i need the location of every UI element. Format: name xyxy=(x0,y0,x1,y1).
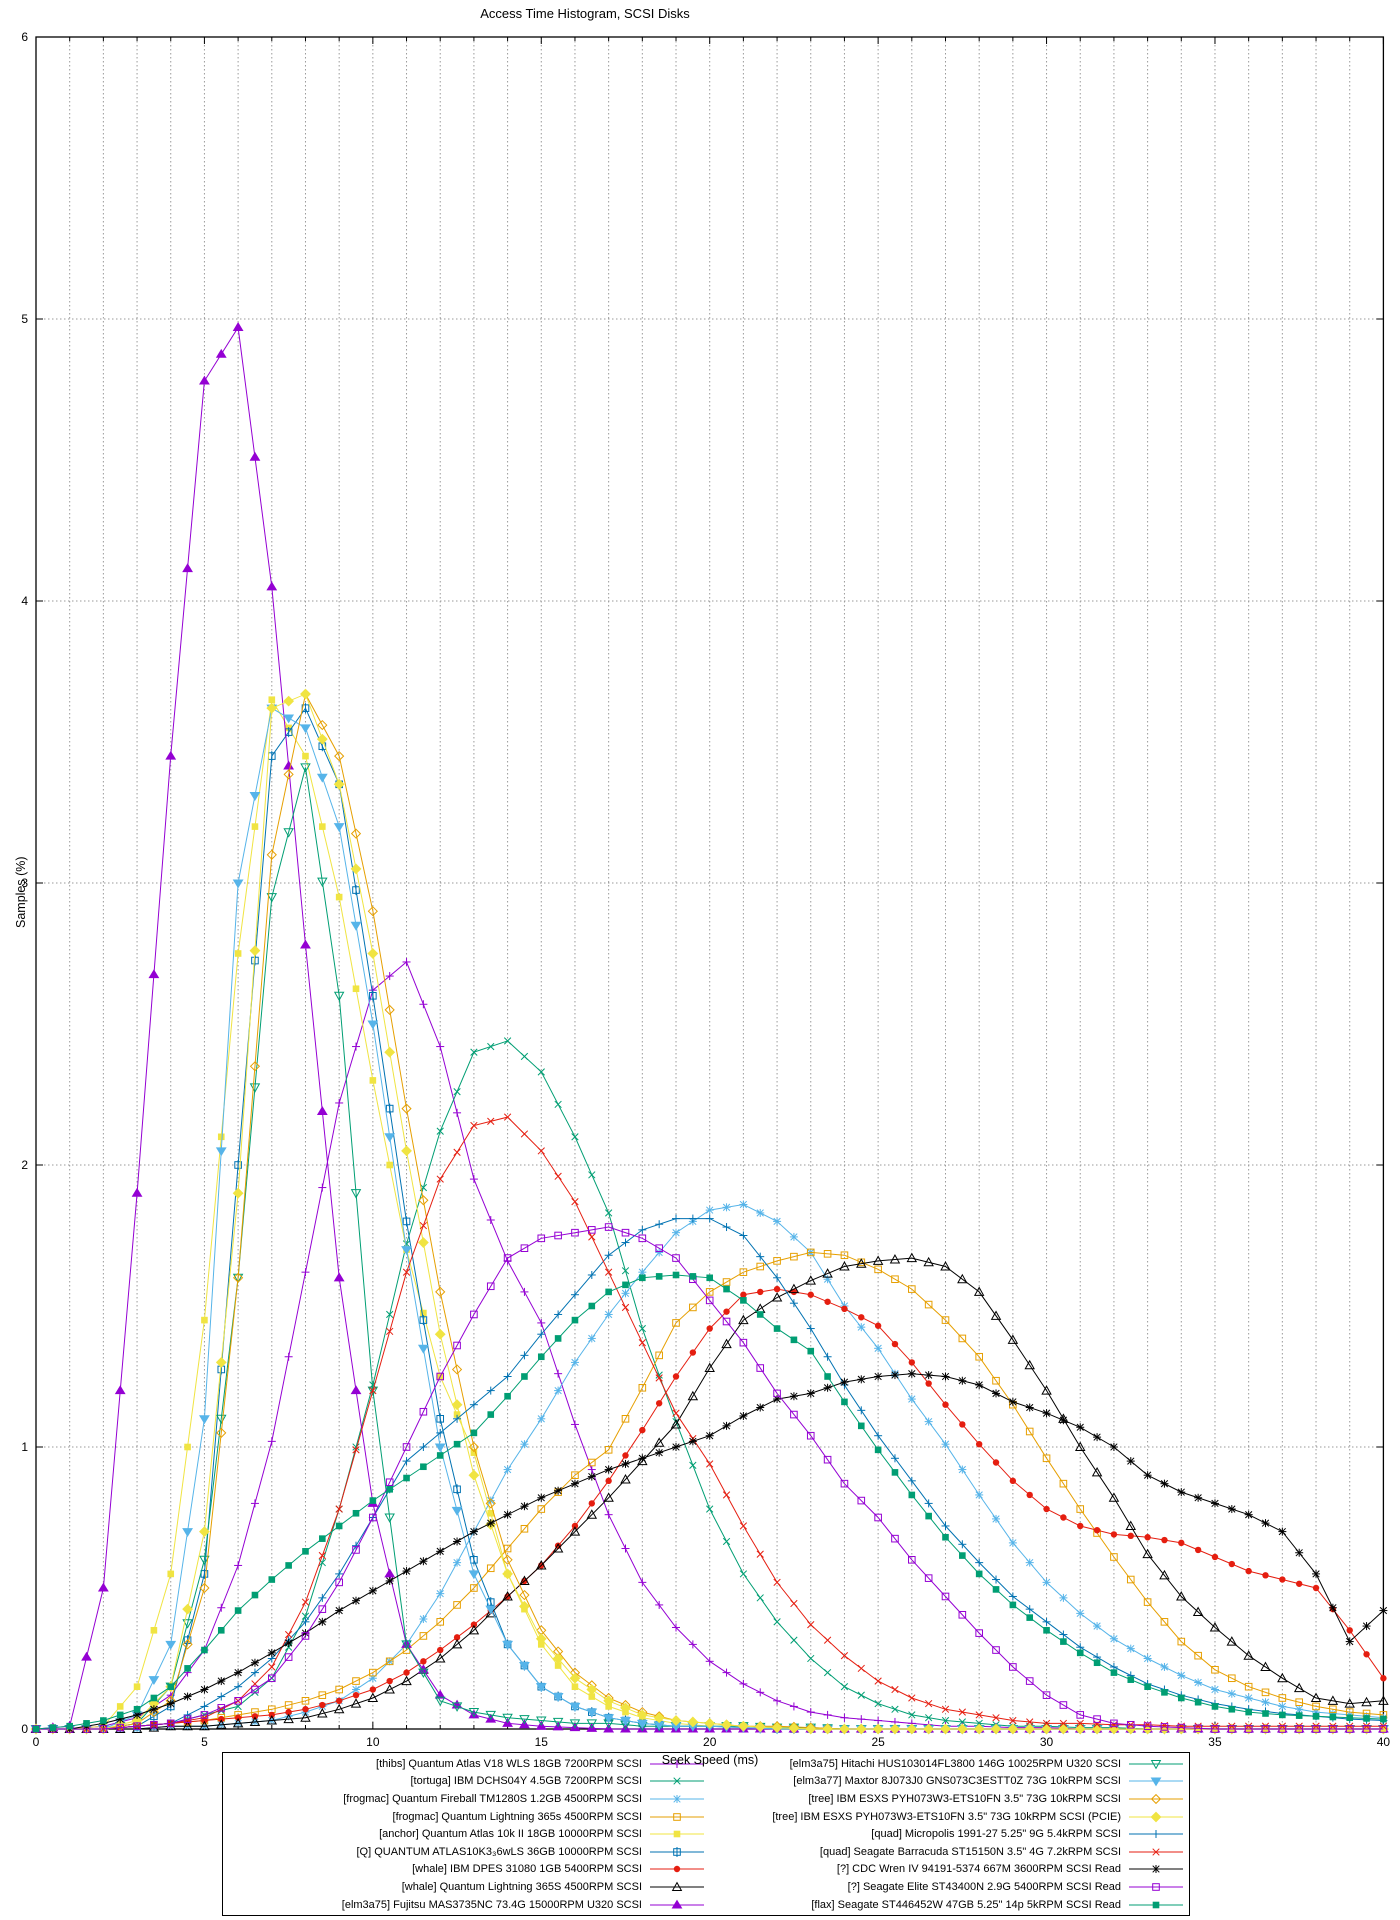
legend-entry: [quad] Micropolis 1991-27 5.25" 9G 5.4kR… xyxy=(706,1825,1185,1843)
legend-sample-asterisk-icon xyxy=(650,1794,704,1803)
y-tick-label: 2 xyxy=(21,1158,28,1172)
x-axis-label: Seek Speed (ms) xyxy=(661,1753,759,1767)
legend-label: [elm3a75] Hitachi HUS103014FL3800 146G 1… xyxy=(789,1757,1121,1770)
x-tick-label: 30 xyxy=(1040,1735,1054,1749)
x-tick-label: 25 xyxy=(871,1735,885,1749)
legend-entry: [frogmac] Quantum Fireball TM1280S 1.2GB… xyxy=(227,1790,706,1808)
legend-sample-open-square-icon xyxy=(1129,1883,1183,1891)
legend-entry: [elm3a77] Maxtor 8J073J0 GNS073C3ESTT0Z … xyxy=(706,1773,1185,1791)
x-tick-label: 40 xyxy=(1377,1735,1391,1749)
y-tick-label: 0 xyxy=(21,1722,28,1736)
legend-label: [Q] QUANTUM ATLAS10K3₃6wLS 36GB 10000RPM… xyxy=(356,1845,642,1858)
legend-sample-cross-icon xyxy=(1129,1848,1183,1856)
y-tick-label: 5 xyxy=(21,312,28,326)
legend-entry: [thibs] Quantum Atlas V18 WLS 18GB 7200R… xyxy=(227,1755,706,1773)
legend-sample-plus-icon xyxy=(1129,1830,1183,1839)
legend-sample-filled-circle-icon xyxy=(650,1866,704,1873)
chart-title: Access Time Histogram, SCSI Disks xyxy=(480,6,690,21)
legend-sample-square-plus-icon xyxy=(650,1846,704,1857)
legend-label: [frogmac] Quantum Lightning 365s 4500RPM… xyxy=(392,1810,642,1823)
legend-sample-cross-icon xyxy=(650,1777,704,1786)
legend-entry: [tree] IBM ESXS PYH073W3-ETS10FN 3.5" 73… xyxy=(706,1790,1185,1808)
x-tick-label: 5 xyxy=(201,1735,208,1749)
legend-label: [?] CDC Wren IV 94191-5374 667M 3600RPM … xyxy=(836,1863,1121,1876)
legend-entry: [anchor] Quantum Atlas 10k II 18GB 10000… xyxy=(227,1825,706,1843)
legend-entry: [elm3a75] Fujitsu MAS3735NC 73.4G 15000R… xyxy=(227,1896,706,1914)
series-13 xyxy=(32,1214,1388,1733)
legend-label: [whale] IBM DPES 31080 1GB 5400RPM SCSI xyxy=(412,1863,642,1876)
legend-entry: [?] CDC Wren IV 94191-5374 667M 3600RPM … xyxy=(706,1861,1185,1879)
x-tick-label: 20 xyxy=(703,1735,717,1749)
series-14 xyxy=(32,1113,1388,1733)
legend-label: [?] Seagate Elite ST43400N 2.9G 5400RPM … xyxy=(847,1880,1121,1893)
legend-sample-open-triangle-down-icon xyxy=(1129,1759,1183,1770)
legend-entry: [whale] IBM DPES 31080 1GB 5400RPM SCSI xyxy=(227,1861,706,1879)
y-tick-label: 6 xyxy=(21,30,28,44)
series-17 xyxy=(32,1271,1387,1733)
legend-sample-open-diamond-icon xyxy=(1129,1793,1183,1805)
legend-entry: [quad] Seagate Barracuda ST15150N 3.5" 4… xyxy=(706,1843,1185,1861)
legend-label: [quad] Micropolis 1991-27 5.25" 9G 5.4kR… xyxy=(871,1828,1121,1841)
legend-sample-open-triangle-icon xyxy=(650,1881,704,1891)
legend-sample-open-square-icon xyxy=(650,1812,704,1821)
legend-label: [frogmac] Quantum Fireball TM1280S 1.2GB… xyxy=(343,1792,642,1805)
x-tick-label: 0 xyxy=(33,1735,40,1749)
legend-sample-filled-square-icon xyxy=(1129,1901,1183,1908)
y-tick-label: 4 xyxy=(21,594,28,608)
legend-sample-asterisk-icon xyxy=(1129,1865,1183,1874)
series-12 xyxy=(30,688,1389,1735)
legend-entry: [tortuga] IBM DCHS04Y 4.5GB 7200RPM SCSI xyxy=(227,1773,706,1791)
legend-entry: [flax] Seagate ST446452W 47GB 5.25" 14p … xyxy=(706,1896,1185,1914)
y-tick-label: 3 xyxy=(21,876,28,890)
legend: [thibs] Quantum Atlas V18 WLS 18GB 7200R… xyxy=(222,1752,1190,1916)
legend-label: [thibs] Quantum Atlas V18 WLS 18GB 7200R… xyxy=(376,1757,642,1770)
grid xyxy=(36,37,1384,1729)
legend-label: [quad] Seagate Barracuda ST15150N 3.5" 4… xyxy=(819,1845,1121,1858)
legend-label: [tree] IBM ESXS PYH073W3-ETS10FN 3.5" 73… xyxy=(808,1792,1121,1805)
legend-entry: [?] Seagate Elite ST43400N 2.9G 5400RPM … xyxy=(706,1878,1185,1896)
legend-label: [whale] Quantum Lightning 365S 4500RPM S… xyxy=(401,1880,642,1893)
series-3 xyxy=(32,1248,1388,1733)
legend-sample-filled-triangle-down-icon xyxy=(1129,1777,1183,1787)
legend-entry: [frogmac] Quantum Lightning 365s 4500RPM… xyxy=(227,1808,706,1826)
y-tick-label: 1 xyxy=(21,1440,28,1454)
legend-label: [tree] IBM ESXS PYH073W3-ETS10FN 3.5" 73… xyxy=(772,1810,1121,1823)
x-tick-label: 10 xyxy=(366,1735,380,1749)
legend-label: [elm3a77] Maxtor 8J073J0 GNS073C3ESTT0Z … xyxy=(793,1775,1121,1788)
legend-entry: [tree] IBM ESXS PYH073W3-ETS10FN 3.5" 73… xyxy=(706,1808,1185,1826)
x-tick-label: 15 xyxy=(535,1735,549,1749)
legend-entry: [Q] QUANTUM ATLAS10K3₃6wLS 36GB 10000RPM… xyxy=(227,1843,706,1861)
legend-sample-filled-triangle-icon xyxy=(650,1899,704,1909)
legend-sample-filled-square-icon xyxy=(650,1830,704,1838)
legend-entry: [elm3a75] Hitachi HUS103014FL3800 146G 1… xyxy=(706,1755,1185,1773)
legend-label: [anchor] Quantum Atlas 10k II 18GB 10000… xyxy=(379,1828,642,1841)
series-15 xyxy=(32,1369,1388,1733)
legend-label: [tortuga] IBM DCHS04Y 4.5GB 7200RPM SCSI xyxy=(410,1775,642,1788)
legend-entry: [whale] Quantum Lightning 365S 4500RPM S… xyxy=(227,1878,706,1896)
legend-label: [flax] Seagate ST446452W 47GB 5.25" 14p … xyxy=(811,1898,1121,1911)
axis-ticks: 0 5 10 15 20 25 30 35 40 0 1 2 3 4 5 6 xyxy=(21,30,1390,1749)
x-tick-label: 35 xyxy=(1208,1735,1222,1749)
legend-sample-filled-diamond-icon xyxy=(1129,1811,1183,1822)
legend-sample-plus-icon xyxy=(650,1759,704,1768)
series-16 xyxy=(32,1223,1388,1733)
legend-label: [elm3a75] Fujitsu MAS3735NC 73.4G 15000R… xyxy=(341,1898,642,1911)
